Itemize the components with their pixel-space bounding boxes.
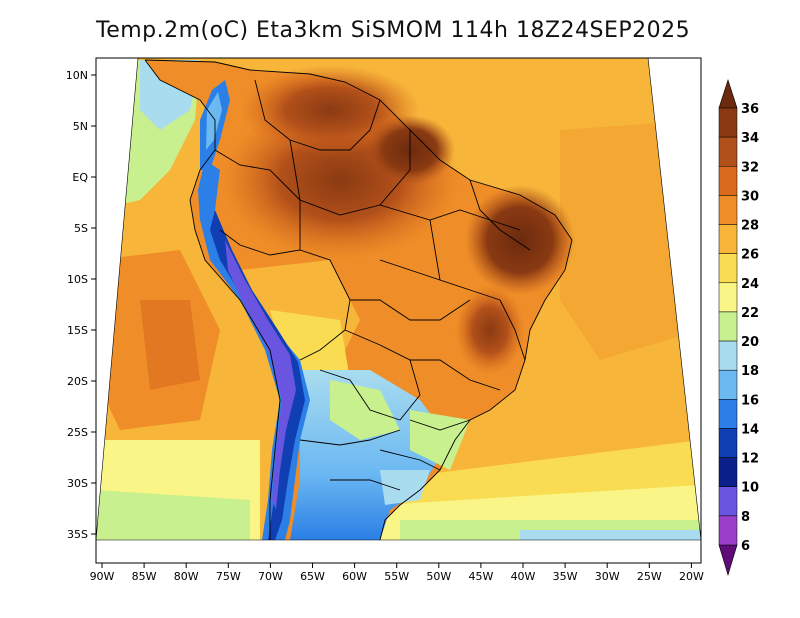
colorbar: 36 34 32 30 28 26 24 22 20 18 16 14 12 10 8 6 — [718, 79, 759, 577]
lat-tick-label: 15S — [67, 324, 88, 337]
colorbar-label: 14 — [741, 422, 759, 437]
colorbar-label: 24 — [741, 277, 759, 292]
colorbar-swatch — [718, 399, 738, 429]
lon-tick-label: 70W — [258, 570, 283, 583]
colorbar-label: 34 — [741, 131, 759, 146]
colorbar-swatch — [718, 428, 738, 458]
colorbar-label: 36 — [741, 102, 759, 117]
colorbar-label: 8 — [741, 510, 750, 525]
lat-tick-label: 10N — [66, 69, 88, 82]
lat-tick-label: 25S — [67, 426, 88, 439]
colorbar-label: 32 — [741, 160, 759, 175]
colorbar-bottom-arrow — [718, 544, 738, 577]
lon-tick-label: 50W — [426, 570, 451, 583]
colorbar-label: 6 — [741, 539, 750, 554]
colorbar-label: 16 — [741, 393, 759, 408]
lon-tick-label: 75W — [216, 570, 241, 583]
lon-tick-label: 30W — [595, 570, 620, 583]
plot-frame — [95, 57, 702, 564]
lon-tick-label: 85W — [132, 570, 157, 583]
colorbar-swatch — [718, 166, 738, 196]
colorbar-swatch — [718, 224, 738, 254]
lat-tick-label: EQ — [72, 171, 88, 184]
longitude-axis: 90W 85W 80W 75W 70W 65W 60W 55W 50W 45W 40W 35W 30W 2… — [90, 563, 704, 583]
map-title: Temp.2m(oC) Eta3km SiSMOM 114h 18Z24SEP2… — [96, 18, 691, 43]
colorbar-label: 22 — [741, 306, 759, 321]
lat-tick-label: 5S — [74, 222, 88, 235]
colorbar-label: 12 — [741, 452, 759, 467]
lat-tick-label: 30S — [67, 477, 88, 490]
lat-tick-label: 35S — [67, 528, 88, 541]
colorbar-swatch — [718, 311, 738, 342]
colorbar-label: 26 — [741, 248, 759, 263]
lat-tick-label: 5N — [73, 120, 88, 133]
colorbar-top-arrow — [718, 79, 738, 109]
lon-tick-label: 35W — [553, 570, 578, 583]
colorbar-swatch — [718, 457, 738, 487]
lon-tick-label: 25W — [637, 570, 662, 583]
colorbar-swatch — [718, 369, 738, 400]
colorbar-swatch — [718, 340, 738, 371]
lat-tick-label: 10S — [67, 273, 88, 286]
colorbar-label: 18 — [741, 364, 759, 379]
country-borders — [144, 59, 573, 540]
colorbar-label: 30 — [741, 189, 759, 204]
colorbar-swatch — [718, 107, 738, 138]
latitude-axis: 10N 5N EQ 5S 10S 15S 20S 25S 30S 35S — [66, 69, 96, 541]
lon-tick-label: 55W — [384, 570, 409, 583]
lon-tick-label: 20W — [679, 570, 704, 583]
colorbar-label: 20 — [741, 335, 759, 350]
colorbar-swatch — [718, 195, 738, 225]
lon-tick-label: 60W — [342, 570, 367, 583]
lon-tick-label: 65W — [300, 570, 325, 583]
lon-tick-label: 45W — [468, 570, 493, 583]
colorbar-swatch — [718, 136, 738, 167]
colorbar-swatch — [718, 253, 738, 284]
colorbar-label: 10 — [741, 481, 759, 496]
colorbar-swatch — [718, 515, 738, 546]
colorbar-swatch — [718, 282, 738, 313]
colorbar-swatch — [718, 486, 738, 517]
lon-tick-label: 40W — [511, 570, 536, 583]
lon-tick-label: 90W — [90, 570, 115, 583]
lon-tick-label: 80W — [174, 570, 199, 583]
colorbar-label: 28 — [741, 219, 759, 234]
lat-tick-label: 20S — [67, 375, 88, 388]
